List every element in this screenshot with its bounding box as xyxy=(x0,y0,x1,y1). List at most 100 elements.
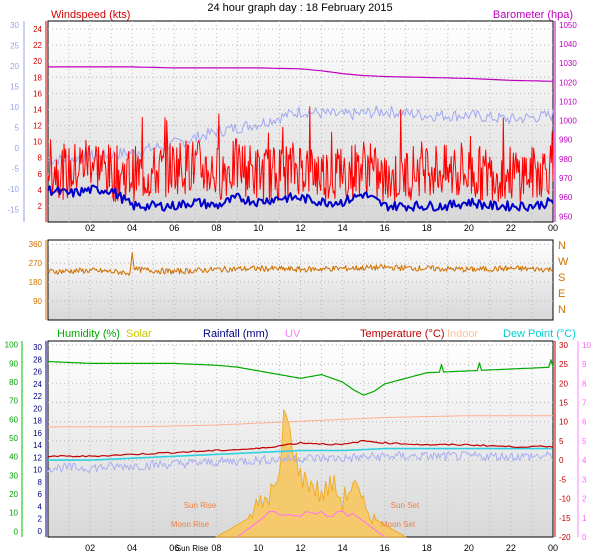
windspeed-average-line xyxy=(47,184,554,212)
outer-left-y-tick: 25 xyxy=(10,42,19,51)
compass-label: E xyxy=(558,288,565,300)
wind-panel-x-tick: 02 xyxy=(85,223,95,233)
uv-y-tick: 10 xyxy=(582,341,591,350)
direction-y-tick: 360 xyxy=(29,240,43,249)
humidity-y-tick: 70 xyxy=(9,397,18,406)
temperature-y-tick: 10 xyxy=(559,418,568,427)
page-title: 24 hour graph day : 18 February 2015 xyxy=(207,2,392,14)
windspeed-y-tick: 22 xyxy=(33,41,42,50)
temp-panel-x-tick: 10 xyxy=(253,543,263,553)
barometer-y-tick: 960 xyxy=(559,193,573,202)
wind-panel-x-tick: 14 xyxy=(338,223,348,233)
rainfall-y-tick: 22 xyxy=(33,392,42,401)
temp-panel-x-tick: 14 xyxy=(338,543,348,553)
temp-panel-x-tick: 08 xyxy=(211,543,221,553)
rainfall-y-tick: 14 xyxy=(33,441,42,450)
humidity-y-tick: 40 xyxy=(9,453,18,462)
temp-panel-x-tick: 04 xyxy=(127,543,137,553)
legend-humidity: Humidity (%) xyxy=(57,328,120,340)
dewpoint-raw-trace xyxy=(47,451,553,474)
rainfall-y-tick: 26 xyxy=(33,368,42,377)
compass-label: S xyxy=(558,272,565,284)
barometer-y-tick: 1000 xyxy=(559,117,577,126)
rainfall-y-tick: 16 xyxy=(33,429,42,438)
uv-y-tick: 1 xyxy=(582,514,587,523)
barometer-y-tick: 990 xyxy=(559,136,573,145)
legend-solar: Solar xyxy=(126,328,152,340)
windspeed-y-tick: 14 xyxy=(33,105,42,114)
temp-panel-x-tick: 00 xyxy=(548,543,558,553)
temperature-y-tick: 15 xyxy=(559,398,568,407)
wind-panel-x-tick: 10 xyxy=(253,223,263,233)
compass-label: N xyxy=(558,240,566,252)
temp-panel-x-tick: 20 xyxy=(464,543,474,553)
outer-left-y-tick: -5 xyxy=(12,165,20,174)
rainfall-y-tick: 30 xyxy=(33,343,42,352)
barometer-y-tick: 1050 xyxy=(559,21,577,30)
temp-panel-x-tick: 02 xyxy=(85,543,95,553)
compass-label: N xyxy=(558,304,566,316)
humidity-line xyxy=(47,359,554,396)
wind-direction-line xyxy=(47,252,554,276)
temperature-y-tick: 30 xyxy=(559,341,568,350)
outer-left-y-tick: -10 xyxy=(7,185,19,194)
outer-left-y-tick: 10 xyxy=(10,103,19,112)
barometer-y-tick: 1040 xyxy=(559,40,577,49)
rainfall-y-tick: 28 xyxy=(33,355,42,364)
outer-left-y-tick: 5 xyxy=(15,124,20,133)
barometer-y-tick: 970 xyxy=(559,174,573,183)
rainfall-y-tick: 2 xyxy=(38,515,43,524)
dewpoint-line xyxy=(48,447,552,461)
lightblue-trace-line xyxy=(47,105,554,166)
humidity-y-tick: 0 xyxy=(14,527,19,536)
uv-y-tick: 3 xyxy=(582,475,587,484)
uv-y-tick: 8 xyxy=(582,379,587,388)
moonset-label: Moon Set xyxy=(381,520,416,529)
windspeed-y-tick: 4 xyxy=(38,186,43,195)
wind-panel-x-tick: 22 xyxy=(506,223,516,233)
windspeed-y-tick: 2 xyxy=(38,202,43,211)
temperature-y-tick: 25 xyxy=(559,360,568,369)
temp-panel-x-tick: 22 xyxy=(506,543,516,553)
barometer-y-tick: 980 xyxy=(559,155,573,164)
sunset-label: Sun Set xyxy=(391,501,420,510)
windspeed-y-tick: 12 xyxy=(33,122,42,131)
temperature-y-tick: 5 xyxy=(559,437,564,446)
uv-y-tick: 9 xyxy=(582,360,587,369)
windspeed-axis-title: Windspeed (kts) xyxy=(51,9,130,21)
humidity-y-tick: 90 xyxy=(9,359,18,368)
humidity-y-tick: 80 xyxy=(9,378,18,387)
sunrise-axis-label: Sun Rise xyxy=(176,544,209,553)
barometer-line xyxy=(48,66,554,82)
rainfall-y-tick: 12 xyxy=(33,453,42,462)
solar-area xyxy=(214,409,408,538)
barometer-axis-title: Barometer (hpa) xyxy=(493,9,573,21)
windspeed-y-tick: 20 xyxy=(33,57,42,66)
outer-left-y-tick: 30 xyxy=(10,21,19,30)
humidity-y-tick: 20 xyxy=(9,490,18,499)
barometer-y-tick: 1010 xyxy=(559,97,577,106)
windspeed-gust-line xyxy=(47,106,554,203)
outer-left-y-tick: 20 xyxy=(10,62,19,71)
rainfall-y-tick: 20 xyxy=(33,404,42,413)
humidity-y-tick: 100 xyxy=(5,341,19,350)
temperature-y-tick: -10 xyxy=(559,495,571,504)
barometer-y-tick: 950 xyxy=(559,212,573,221)
temperature-y-tick: 20 xyxy=(559,379,568,388)
indoor-line xyxy=(48,415,553,428)
windspeed-y-tick: 24 xyxy=(33,25,42,34)
sunrise-label: Sun Rise xyxy=(184,501,217,510)
rainfall-y-tick: 0 xyxy=(38,527,43,536)
wind-panel-x-tick: 20 xyxy=(464,223,474,233)
barometer-y-tick: 1020 xyxy=(559,78,577,87)
humidity-y-tick: 30 xyxy=(9,471,18,480)
uv-y-tick: 2 xyxy=(582,495,587,504)
windspeed-y-tick: 18 xyxy=(33,73,42,82)
rainfall-y-tick: 4 xyxy=(38,502,43,511)
legend-dewpoint: Dew Point (°C) xyxy=(503,328,576,340)
temperature-y-tick: -15 xyxy=(559,514,571,523)
uv-y-tick: 5 xyxy=(582,437,587,446)
direction-y-tick: 180 xyxy=(29,278,43,287)
